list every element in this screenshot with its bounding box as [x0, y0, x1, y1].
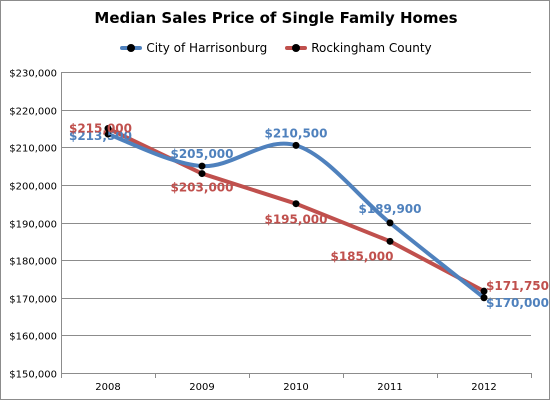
legend-label-rockingham: Rockingham County [311, 41, 432, 55]
series-line-rockingham [106, 126, 486, 294]
y-tick-label: $230,000 [9, 69, 57, 80]
data-point-harrisonburg [480, 294, 488, 302]
legend-label-harrisonburg: City of Harrisonburg [146, 41, 268, 55]
y-tick-label: $220,000 [9, 107, 57, 118]
y-tick-label: $180,000 [9, 257, 57, 268]
y-tick-label: $160,000 [9, 332, 57, 343]
legend-swatch-rockingham [285, 43, 308, 53]
data-label-harrisonburg: $205,000 [170, 147, 233, 161]
x-tick-label: 2008 [95, 382, 120, 393]
data-label-rockingham: $203,000 [170, 181, 233, 195]
data-label-rockingham: $195,000 [264, 213, 327, 227]
data-label-harrisonburg: $213,500 [69, 129, 132, 143]
legend-swatch-harrisonburg [120, 43, 143, 53]
chart-title: Median Sales Price of Single Family Home… [94, 9, 458, 27]
x-tick-label: 2010 [283, 382, 308, 393]
y-tick-label: $200,000 [9, 182, 57, 193]
x-tick-label: 2009 [189, 382, 214, 393]
y-tick-label: $190,000 [9, 220, 57, 231]
data-label-rockingham: $171,750 [486, 279, 549, 293]
data-point-harrisonburg [386, 219, 394, 227]
data-point-rockingham [386, 237, 394, 245]
legend-item-rockingham: Rockingham County [285, 41, 432, 55]
data-point-harrisonburg [198, 162, 206, 170]
chart-legend: City of Harrisonburg Rockingham County [1, 41, 550, 55]
data-label-rockingham: $215,000 [69, 121, 132, 135]
x-tick-label: 2011 [377, 382, 402, 393]
data-point-harrisonburg [104, 130, 112, 138]
data-point-harrisonburg [292, 141, 300, 149]
y-tick-label: $210,000 [9, 144, 57, 155]
y-tick-label: $150,000 [9, 370, 57, 381]
data-point-rockingham [104, 124, 112, 132]
data-label-harrisonburg: $170,000 [486, 296, 549, 310]
data-point-rockingham [198, 170, 206, 178]
y-tick-label: $170,000 [9, 295, 57, 306]
data-point-rockingham [480, 287, 488, 295]
data-label-rockingham: $185,000 [330, 249, 393, 263]
data-label-harrisonburg: $210,500 [264, 126, 327, 140]
data-point-rockingham [292, 200, 300, 208]
legend-item-harrisonburg: City of Harrisonburg [120, 41, 267, 55]
x-tick-label: 2012 [471, 382, 496, 393]
data-label-harrisonburg: $189,900 [358, 202, 421, 216]
